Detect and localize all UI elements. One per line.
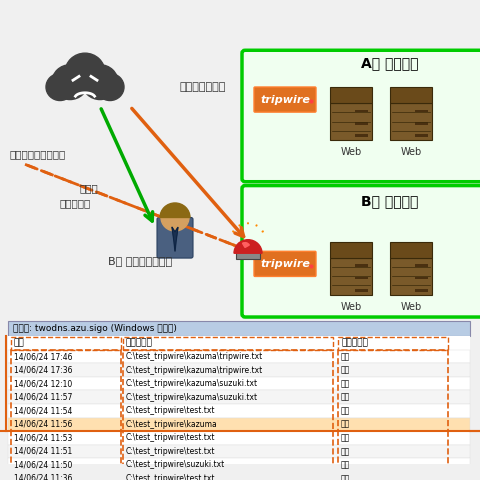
FancyBboxPatch shape [415,276,428,279]
FancyBboxPatch shape [330,87,372,103]
FancyBboxPatch shape [8,404,470,418]
Text: C:\test_tripwire\test.txt: C:\test_tripwire\test.txt [126,406,216,415]
Text: による改ざんを検知: による改ざんを検知 [10,150,66,160]
FancyBboxPatch shape [390,258,432,295]
FancyBboxPatch shape [330,241,372,258]
FancyBboxPatch shape [8,377,470,391]
FancyBboxPatch shape [415,289,428,292]
Text: ノード: twodns.azu.sigo (Windows サーバ): ノード: twodns.azu.sigo (Windows サーバ) [13,324,177,333]
Text: ールで通知: ールで通知 [60,198,91,208]
Text: Web: Web [400,301,421,312]
Wedge shape [242,242,249,248]
Text: C:\test_tripwire\suzuki.txt: C:\test_tripwire\suzuki.txt [126,460,225,469]
FancyBboxPatch shape [8,472,470,480]
Circle shape [82,65,118,99]
Text: 14/06/24 12:10: 14/06/24 12:10 [14,379,72,388]
Text: C:\test_tripwire\kazuma\tripwire.txt: C:\test_tripwire\kazuma\tripwire.txt [126,352,263,361]
Text: 14/06/24 11:57: 14/06/24 11:57 [14,393,72,402]
FancyBboxPatch shape [330,258,372,295]
FancyBboxPatch shape [8,350,470,363]
Text: 14/06/24 17:36: 14/06/24 17:36 [14,366,72,375]
Text: 削除: 削除 [341,460,350,469]
FancyBboxPatch shape [8,431,470,444]
Text: 外部からの攻撃: 外部からの攻撃 [180,82,227,92]
Text: 削除: 削除 [341,379,350,388]
FancyBboxPatch shape [242,186,480,317]
Text: 追加: 追加 [341,393,350,402]
Text: 14/06/24 11:54: 14/06/24 11:54 [14,406,72,415]
Text: B社 サーバー管理者: B社 サーバー管理者 [108,256,172,266]
Circle shape [161,204,189,231]
Circle shape [46,73,74,100]
Text: C:\test_tripwire\test.txt: C:\test_tripwire\test.txt [126,474,216,480]
Text: ームを: ームを [80,183,99,193]
FancyBboxPatch shape [415,134,428,137]
FancyBboxPatch shape [8,458,470,472]
Circle shape [65,53,105,92]
FancyBboxPatch shape [242,50,480,182]
Text: C:\test_tripwire\kazuma\tripwire.txt: C:\test_tripwire\kazuma\tripwire.txt [126,366,263,375]
Text: エレメント: エレメント [126,338,153,348]
FancyBboxPatch shape [8,444,470,458]
Text: 追加: 追加 [341,474,350,480]
Circle shape [96,73,124,100]
FancyBboxPatch shape [8,418,470,431]
FancyBboxPatch shape [415,264,428,267]
Text: 14/06/24 11:53: 14/06/24 11:53 [14,433,72,443]
Text: B社 サーバー: B社 サーバー [361,194,419,208]
Polygon shape [172,227,178,252]
FancyBboxPatch shape [254,252,316,276]
FancyBboxPatch shape [236,252,260,259]
FancyBboxPatch shape [415,122,428,125]
Wedge shape [234,240,262,253]
FancyBboxPatch shape [355,276,368,279]
FancyBboxPatch shape [330,103,372,140]
Text: tripwire: tripwire [260,95,310,105]
Text: A社 サーバー: A社 サーバー [361,56,419,70]
Text: 日付: 日付 [14,338,25,348]
FancyBboxPatch shape [355,134,368,137]
Text: 14/06/24 17:46: 14/06/24 17:46 [14,352,72,361]
Text: 14/06/24 11:51: 14/06/24 11:51 [14,447,72,456]
FancyBboxPatch shape [8,391,470,404]
Text: 変更: 変更 [341,433,350,443]
Circle shape [52,65,88,99]
FancyBboxPatch shape [355,109,368,112]
FancyBboxPatch shape [8,336,470,350]
FancyBboxPatch shape [157,217,193,258]
FancyBboxPatch shape [8,363,470,377]
FancyBboxPatch shape [355,264,368,267]
Text: C:\test_tripwire\kazuma\suzuki.txt: C:\test_tripwire\kazuma\suzuki.txt [126,393,258,402]
Text: 14/06/24 11:36: 14/06/24 11:36 [14,474,72,480]
FancyBboxPatch shape [390,103,432,140]
Text: C:\test_tripwire\test.txt: C:\test_tripwire\test.txt [126,433,216,443]
FancyBboxPatch shape [390,87,432,103]
Wedge shape [160,203,190,217]
Text: 変更: 変更 [341,352,350,361]
Text: 変更: 変更 [341,406,350,415]
Text: 14/06/24 11:50: 14/06/24 11:50 [14,460,72,469]
FancyBboxPatch shape [390,241,432,258]
Text: 14/06/24 11:56: 14/06/24 11:56 [14,420,72,429]
Text: Web: Web [400,147,421,157]
Text: 追加: 追加 [341,366,350,375]
Text: 変更タイプ: 変更タイプ [341,338,368,348]
FancyBboxPatch shape [355,122,368,125]
Text: C:\test_tripwire\test.txt: C:\test_tripwire\test.txt [126,447,216,456]
FancyBboxPatch shape [8,321,470,336]
Text: 変更: 変更 [341,447,350,456]
Text: 追加: 追加 [341,420,350,429]
FancyBboxPatch shape [254,87,316,112]
Text: tripwire: tripwire [260,259,310,269]
Text: C:\test_tripwire\kazuma\suzuki.txt: C:\test_tripwire\kazuma\suzuki.txt [126,379,258,388]
FancyBboxPatch shape [415,109,428,112]
FancyBboxPatch shape [355,289,368,292]
Text: Web: Web [340,147,361,157]
Text: C:\test_tripwire\kazuma: C:\test_tripwire\kazuma [126,420,218,429]
Text: Web: Web [340,301,361,312]
